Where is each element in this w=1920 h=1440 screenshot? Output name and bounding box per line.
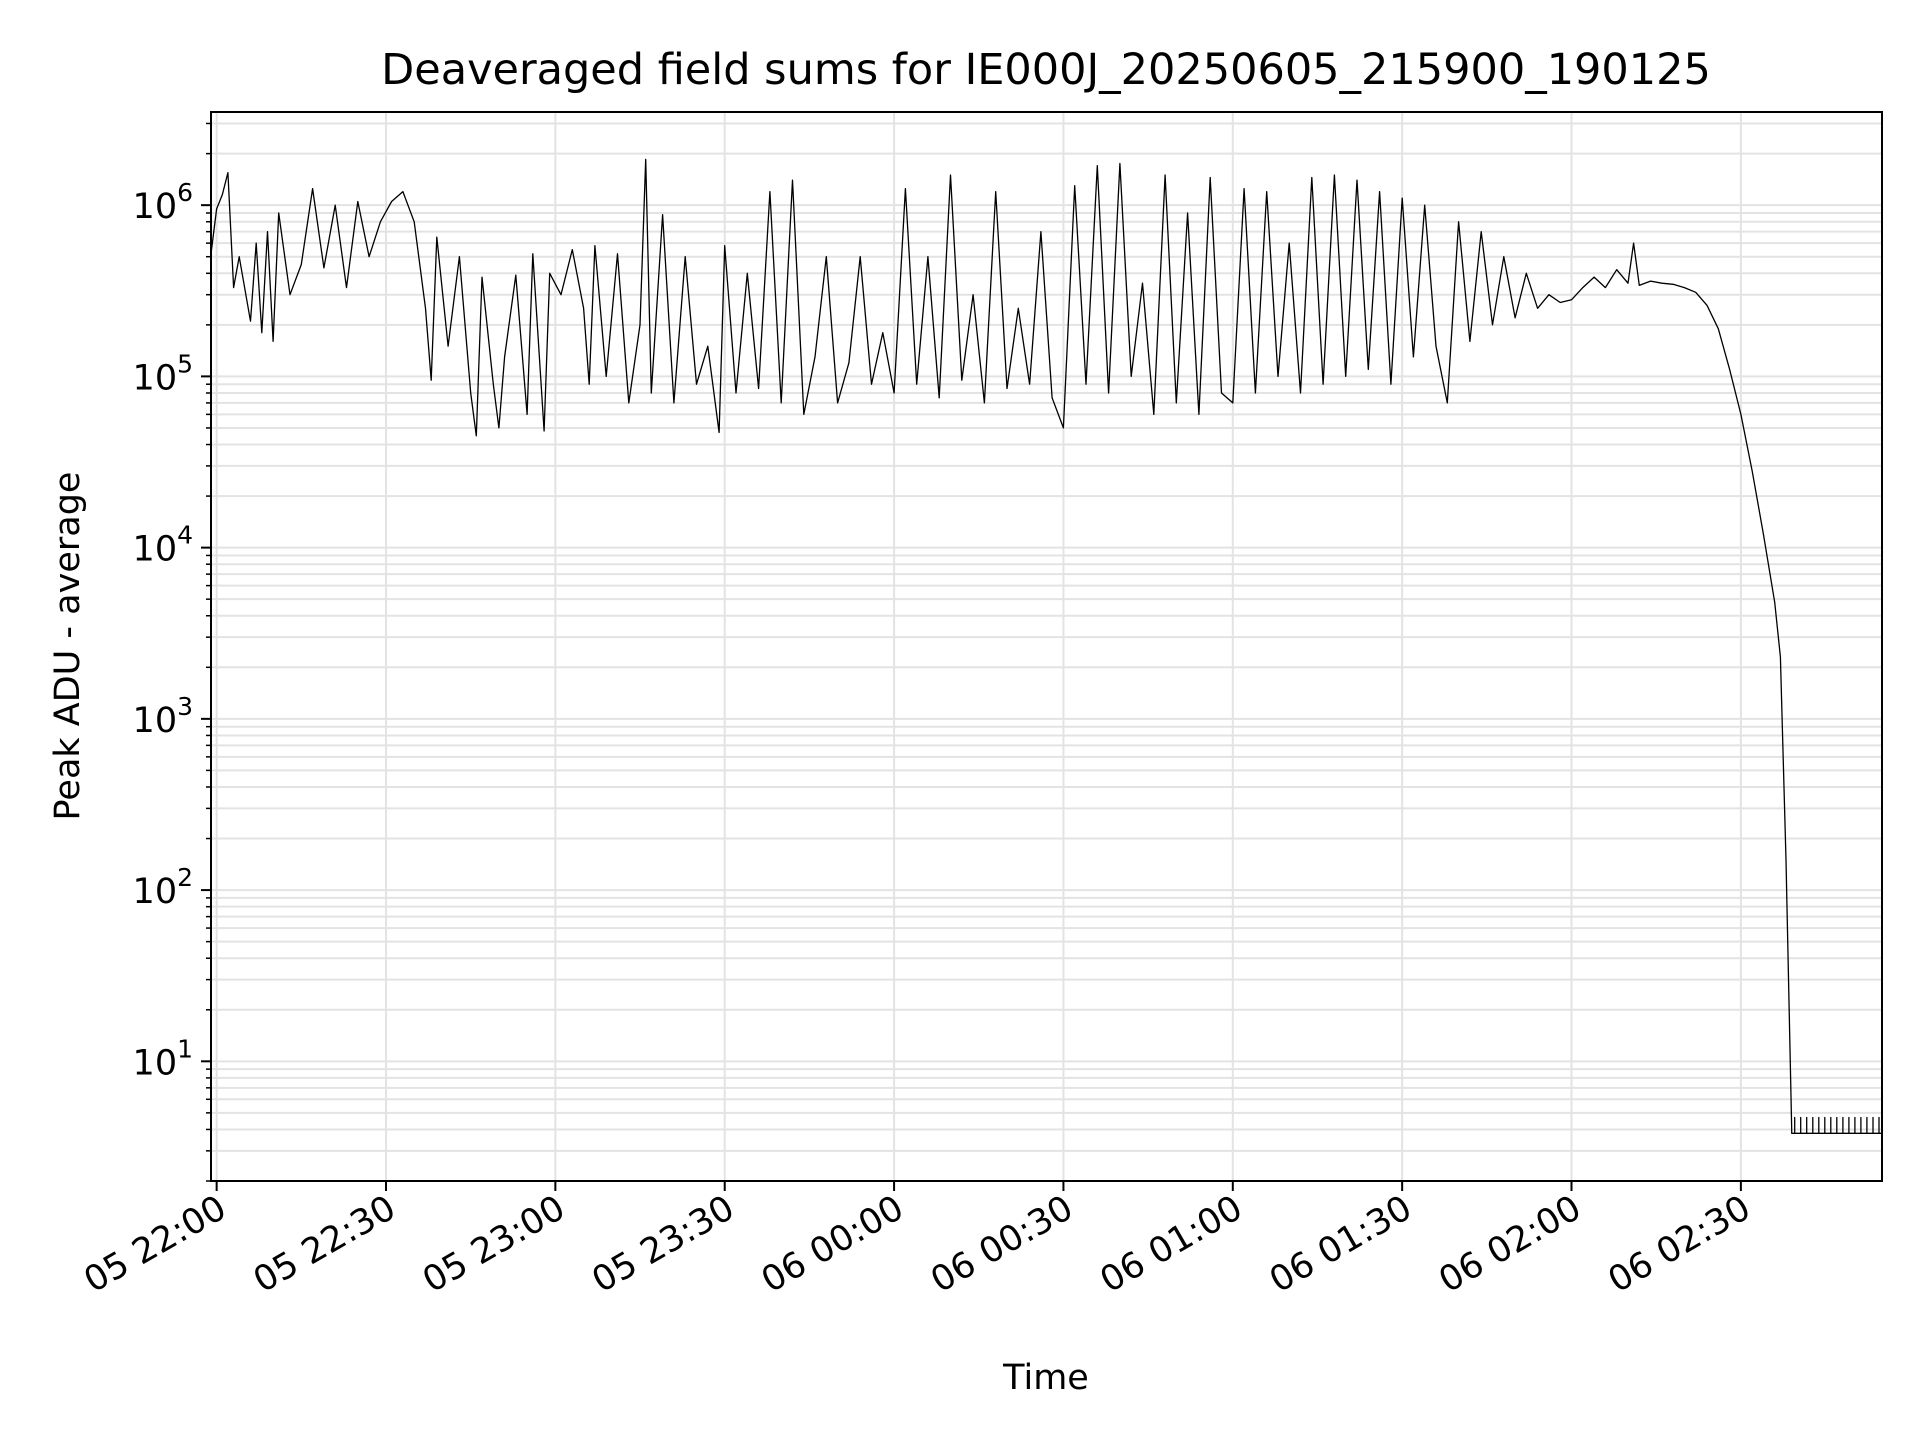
y-tick-label: 101 <box>133 1034 193 1083</box>
y-gridlines <box>211 122 1882 1182</box>
series-line <box>210 158 1882 1134</box>
plot-frame <box>210 111 1883 1182</box>
chart-title: Deaveraged field sums for IE000J_2025060… <box>381 45 1711 95</box>
y-axis-label: Peak ADU - average <box>48 472 88 821</box>
x-axis-label: Time <box>1002 1358 1089 1398</box>
x-gridlines <box>215 112 1742 1181</box>
y-tick-label: 106 <box>133 178 193 227</box>
y-axis-ticks: 101 102 103 104 105 106 <box>133 122 211 1182</box>
y-tick-label: 105 <box>133 349 193 398</box>
y-tick-label: 102 <box>133 863 193 912</box>
y-tick-label: 104 <box>133 521 193 570</box>
y-tick-label: 103 <box>133 692 193 741</box>
